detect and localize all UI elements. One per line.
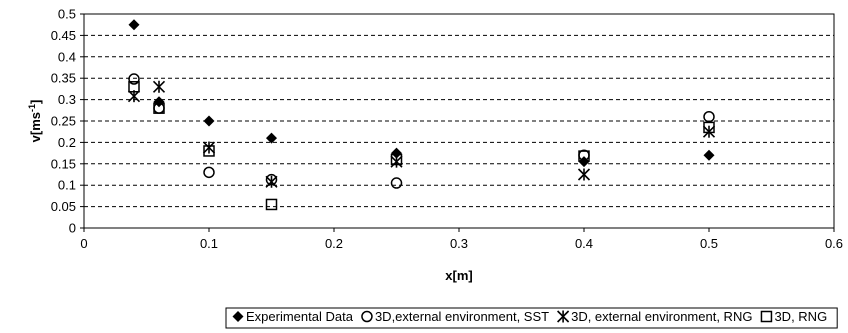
y-tick-label: 0.2 [58, 135, 76, 150]
data-point-square [128, 81, 140, 93]
x-tick-label: 0.5 [700, 236, 718, 251]
y-tick-label: 0 [69, 221, 76, 236]
y-tick-label: 0.1 [58, 178, 76, 193]
data-markers [127, 19, 716, 211]
legend-marker-square [760, 310, 773, 323]
y-axis-title-superscript: -1 [27, 104, 37, 112]
legend-items: Experimental Data 3D,external environment… [232, 309, 827, 324]
data-point-diamond [203, 115, 215, 127]
data-point-diamond [128, 19, 140, 31]
y-tick-label: 0.45 [51, 28, 76, 43]
y-tick-label: 0.5 [58, 7, 76, 22]
data-point-circle [390, 177, 403, 189]
legend-marker-diamond [232, 311, 244, 322]
legend-label: 3D, external environment, RNG [571, 309, 752, 324]
data-point-square [390, 153, 403, 166]
y-tick-label: 0.35 [51, 71, 76, 86]
y-axis-title-end: ] [28, 100, 43, 104]
svg-text:v[ms-1]: v[ms-1] [27, 100, 43, 143]
data-point-circle [703, 110, 715, 123]
data-point-square [703, 121, 715, 134]
y-tick-label: 0.25 [51, 114, 76, 129]
x-tick-label: 0.3 [450, 236, 468, 251]
legend-label: 3D, RNG [774, 309, 827, 324]
data-point-diamond [703, 149, 715, 161]
x-tick-label: 0.2 [325, 236, 343, 251]
data-point-asterisk [390, 155, 403, 168]
data-point-diamond [391, 147, 402, 159]
legend-marker-circle [361, 310, 373, 323]
data-point-circle [203, 166, 215, 179]
data-point-asterisk [152, 80, 166, 93]
x-tick-label: 0.6 [825, 236, 843, 251]
y-tick-label: 0.3 [58, 92, 76, 107]
y-tick-label: 0.05 [51, 199, 76, 214]
x-tick-label: 0 [80, 236, 87, 251]
y-axis-title-main: v[ms [28, 112, 43, 142]
legend-label: 3D,external environment, SST [375, 309, 549, 324]
data-point-square [153, 102, 165, 114]
data-point-diamond [266, 132, 277, 144]
gridlines [84, 34, 834, 208]
x-axis-ticks: 0 0.1 0.2 0.3 0.4 0.5 0.6 [80, 228, 843, 251]
y-tick-label: 0.4 [58, 49, 76, 64]
data-point-asterisk [577, 168, 591, 181]
legend-label: Experimental Data [246, 309, 354, 324]
data-point-square [203, 145, 215, 157]
legend: Experimental Data 3D,external environment… [225, 307, 838, 329]
data-point-square [265, 198, 278, 211]
x-tick-label: 0.4 [575, 236, 593, 251]
data-point-asterisk [265, 175, 278, 188]
data-point-square [578, 150, 590, 162]
legend-box [225, 307, 838, 329]
data-point-asterisk [202, 141, 216, 154]
legend-marker-asterisk [557, 310, 570, 323]
y-axis-title: v[ms-1] [27, 100, 43, 143]
y-axis-ticks: 0 0.05 0.1 0.15 0.2 0.25 0.3 0.35 0.4 0.45 0.5 [51, 7, 84, 236]
y-tick-label: 0.15 [51, 156, 76, 171]
x-tick-label: 0.1 [200, 236, 218, 251]
x-axis-title: x[m] [445, 268, 472, 283]
data-point-circle [128, 73, 140, 85]
